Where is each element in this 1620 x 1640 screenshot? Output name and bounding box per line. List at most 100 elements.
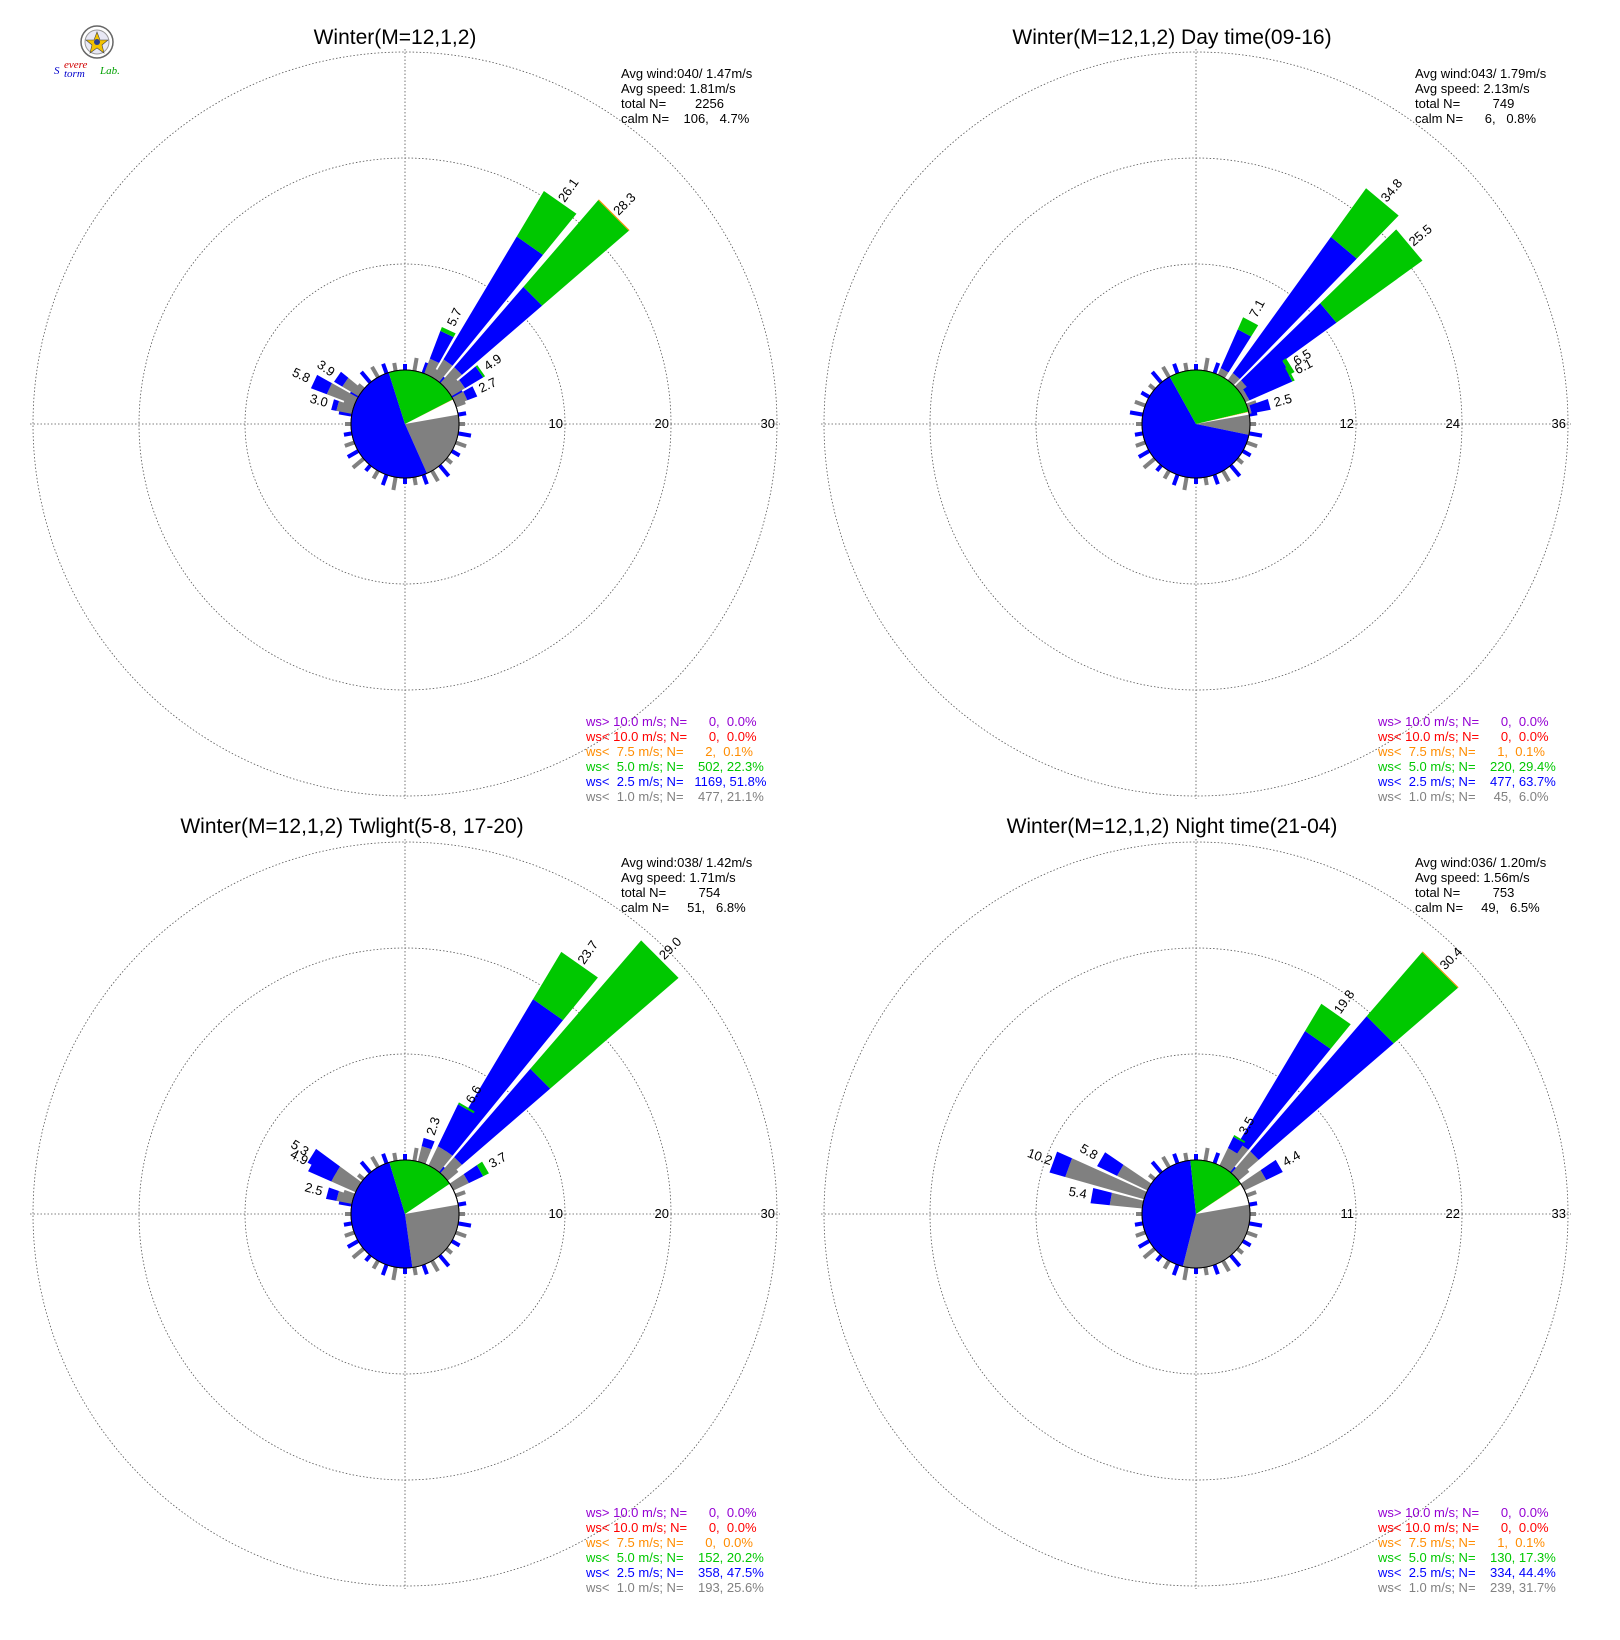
minor-petal — [1229, 1165, 1237, 1174]
minor-petal — [455, 440, 467, 449]
stat-line-2: Avg speed: 1.71m/s — [621, 870, 736, 885]
petal-30-lt2_5 — [1227, 1136, 1245, 1154]
ring-label-2: 24 — [1446, 416, 1460, 431]
ring-label-3: 30 — [761, 1206, 775, 1221]
legend-entry-lt10: ws< 10.0 m/s; N= 0, 0.0% — [585, 1520, 757, 1535]
petal-295-lt1 — [326, 383, 358, 405]
legend-entry-lt1: ws< 1.0 m/s; N= 239, 31.7% — [1377, 1580, 1556, 1595]
minor-petal — [343, 1189, 355, 1198]
legend-entry-lt7_5: ws< 7.5 m/s; N= 2, 0.1% — [585, 744, 753, 759]
minor-petal — [1246, 1190, 1257, 1198]
minor-petal — [351, 1247, 365, 1260]
petal-65-lt1 — [452, 391, 468, 405]
petal-62-lt2_5 — [1245, 367, 1293, 401]
legend-entry-lt1: ws< 1.0 m/s; N= 477, 21.1% — [585, 789, 764, 804]
pie-slice-lt2_5 — [1142, 1160, 1196, 1267]
minor-petal — [343, 399, 355, 408]
legend-entry-lt7_5: ws< 7.5 m/s; N= 1, 0.1% — [1377, 744, 1545, 759]
minor-petal — [351, 457, 365, 470]
petal-28-lt5 — [1237, 317, 1259, 337]
minor-petal — [1142, 457, 1156, 470]
minor-petal — [356, 383, 365, 391]
minor-petal — [455, 1230, 467, 1239]
petal-60-lt1 — [1240, 1170, 1267, 1191]
petal-290-lt2_5 — [1049, 1151, 1073, 1177]
petal-45-lt1 — [440, 1157, 462, 1179]
petal-40-lt2_5 — [1232, 236, 1357, 379]
ring-label-2: 20 — [655, 1206, 669, 1221]
legend-entry-lt2_5: ws< 2.5 m/s; N= 1169, 51.8% — [585, 774, 767, 789]
pie-slice-lt2_5 — [350, 372, 427, 479]
minor-petal — [1236, 1168, 1250, 1181]
minor-petal — [359, 1160, 372, 1174]
petal-285-lt2_5 — [331, 399, 339, 411]
petal-55-lt1 — [446, 379, 466, 397]
minor-petal — [381, 363, 389, 374]
minor-petal — [445, 378, 459, 391]
petal-35-lt5 — [516, 190, 577, 255]
petal-62-lt1 — [1241, 392, 1250, 403]
petal-30-lt5 — [458, 1102, 475, 1114]
petal-label: 5.4 — [1068, 1184, 1088, 1202]
ring-3 — [823, 841, 1569, 1587]
petal-285-lt1 — [336, 1191, 355, 1204]
petal-label: 30.4 — [1437, 944, 1466, 973]
petal-295-lt2_5 — [310, 374, 332, 395]
petal-label: 6.1 — [1292, 355, 1315, 377]
petal-18-lt1 — [417, 1146, 432, 1165]
ring-1 — [1035, 1053, 1357, 1375]
petal-30-lt5 — [1233, 1135, 1246, 1144]
legend-entry-lt5: ws< 5.0 m/s; N= 220, 29.4% — [1377, 759, 1556, 774]
petal-50-lt2_5 — [1241, 303, 1337, 388]
stat-line-4: calm N= 6, 0.8% — [1415, 111, 1536, 126]
stat-line-3: total N= 753 — [1415, 885, 1514, 900]
petal-28-lt2_5 — [1220, 329, 1252, 373]
legend-entry-lt1: ws< 1.0 m/s; N= 45, 6.0% — [1377, 789, 1549, 804]
svg-text:evere: evere — [64, 59, 88, 71]
svg-text:torm: torm — [64, 68, 85, 80]
petal-45-lt7_5 — [598, 199, 630, 231]
petal-35-lt5 — [533, 951, 598, 1021]
minor-petal — [1212, 1152, 1221, 1164]
minor-petal — [371, 1259, 380, 1270]
petal-35-lt2_5 — [443, 236, 543, 366]
minor-petal — [1203, 1147, 1210, 1162]
pie-outline — [350, 369, 460, 479]
minor-petal — [391, 1266, 398, 1281]
ring-1 — [244, 263, 566, 585]
legend-entry-lt5: ws< 5.0 m/s; N= 502, 22.3% — [585, 759, 764, 774]
minor-petal — [421, 362, 430, 374]
petal-58-lt5 — [1282, 358, 1295, 375]
petal-25-lt1 — [424, 358, 440, 377]
minor-petal — [1161, 365, 1171, 379]
petal-label: 2.7 — [476, 374, 499, 395]
stat-line-3: total N= 2256 — [621, 96, 724, 111]
stat-line-2: Avg speed: 1.56m/s — [1415, 870, 1530, 885]
stat-line-1: Avg wind:043/ 1.79m/s — [1415, 66, 1547, 81]
minor-petal — [1248, 1201, 1258, 1207]
minor-petal — [346, 449, 360, 459]
minor-petal — [412, 357, 419, 372]
petal-35-lt2_5 — [1238, 1031, 1331, 1150]
minor-petal — [438, 1165, 446, 1174]
minor-petal — [457, 411, 467, 417]
minor-petal — [430, 368, 439, 379]
minor-petal — [1135, 1230, 1146, 1238]
minor-petal — [1134, 1221, 1144, 1227]
petal-55-lt2_5 — [459, 366, 484, 389]
minor-petal — [438, 375, 446, 384]
pie-slice-lt1 — [1182, 1204, 1250, 1268]
minor-petal — [445, 1247, 454, 1255]
petal-50-lt5 — [1320, 229, 1423, 323]
minor-petal — [412, 476, 418, 486]
petal-60-lt2_5 — [463, 1165, 484, 1184]
petal-285-lt2_5 — [325, 1187, 339, 1201]
petal-label: 25.5 — [1406, 221, 1435, 249]
petal-55-lt5 — [475, 365, 486, 378]
petal-label: 19.8 — [1331, 987, 1358, 1016]
petal-300-lt2_5 — [1097, 1152, 1124, 1176]
minor-petal — [1135, 440, 1146, 448]
petal-60-lt5 — [476, 1161, 489, 1177]
